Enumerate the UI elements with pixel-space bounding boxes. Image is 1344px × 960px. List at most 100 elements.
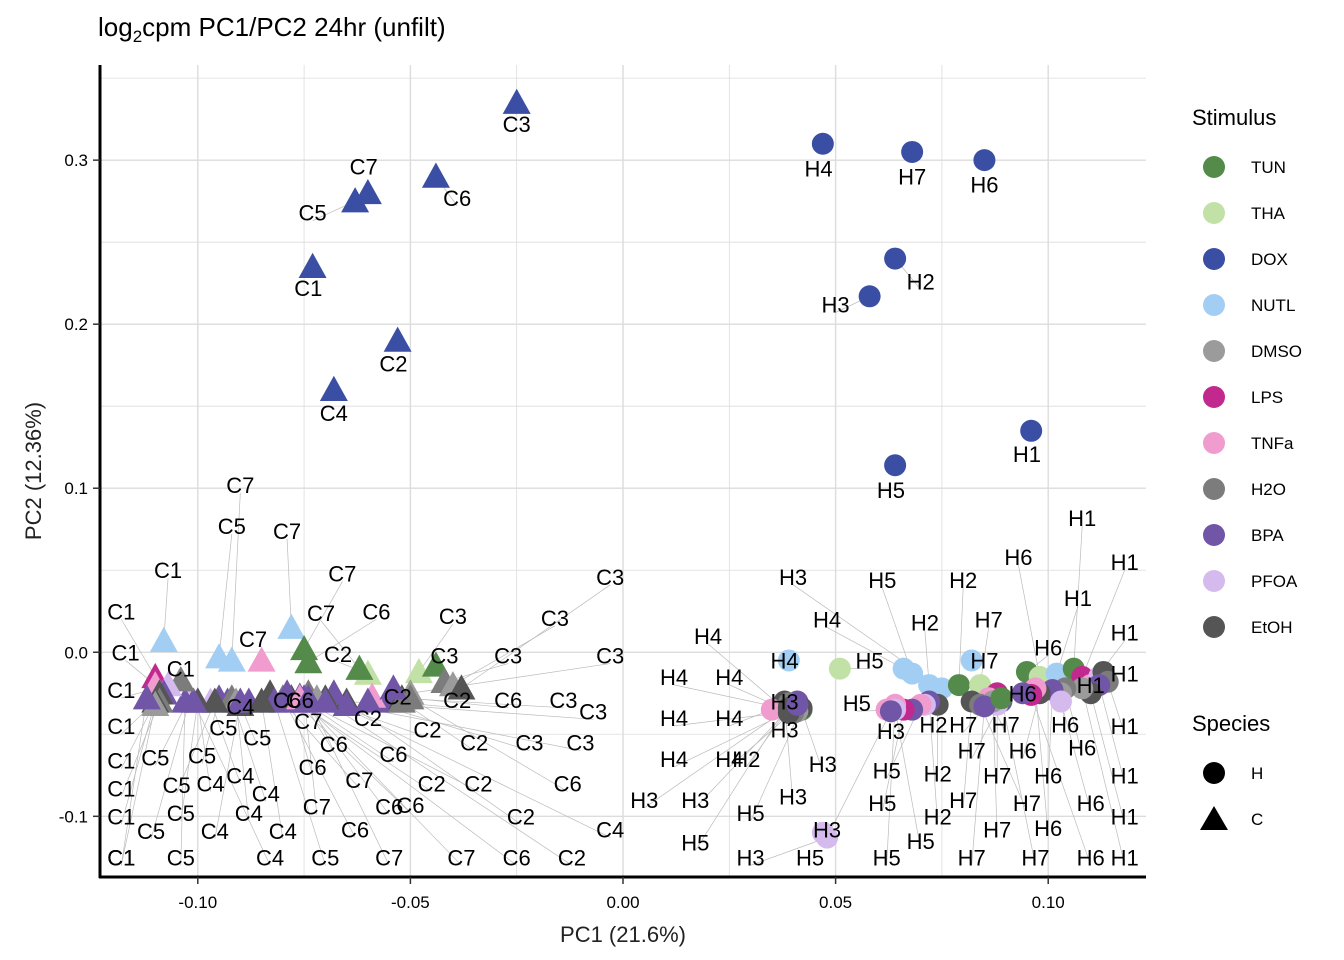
point-label: H7: [958, 739, 986, 764]
point-label: H1: [1068, 506, 1096, 531]
point-c1: [298, 252, 327, 278]
point-c3: [502, 88, 531, 114]
point-label: H1: [1064, 586, 1092, 611]
point-h3: [879, 700, 902, 723]
point-label: H5: [868, 568, 896, 593]
label-connector: [882, 709, 904, 812]
point-label: C1: [167, 657, 195, 682]
point-label: C1: [107, 599, 135, 624]
point-label: H1: [1077, 673, 1105, 698]
point-label: C4: [235, 801, 263, 826]
label-connector: [286, 538, 292, 628]
point-label: C1: [107, 678, 135, 703]
point-c3: [353, 687, 382, 713]
point-label: C4: [256, 845, 284, 870]
label-connector: [1098, 684, 1126, 784]
label-connector: [150, 701, 190, 840]
label-connector: [286, 692, 517, 866]
legend-key-lps: [1203, 386, 1225, 408]
point-label: C3: [541, 606, 569, 631]
point-h5: [811, 821, 834, 844]
axes: -0.10 -0.05 0.00 0.05 0.10 -0.1 0.0 0.1 0.2 0.3 PC…: [21, 65, 1146, 947]
label-connector: [120, 698, 148, 866]
point-label: H6: [1034, 763, 1062, 788]
point-label: C3: [515, 730, 543, 755]
point-label: C2: [464, 771, 492, 796]
point-label: C6: [443, 186, 471, 211]
point-label: C6: [286, 688, 314, 713]
point-label: H4: [813, 607, 841, 632]
point-c3: [421, 651, 450, 677]
point-h4: [760, 698, 783, 721]
point-label: C6: [362, 599, 390, 624]
point-label: H5: [681, 831, 709, 856]
label-connector: [826, 627, 904, 669]
point-label: C6: [273, 688, 301, 713]
point-label: H4: [715, 747, 743, 772]
point-label: C4: [201, 819, 229, 844]
label-connector: [1060, 701, 1092, 812]
label-connector: [282, 701, 360, 789]
point-label: C5: [311, 845, 339, 870]
legend-label-pfoa: PFOA: [1251, 572, 1298, 591]
label-connector: [928, 701, 938, 825]
point-label: H6: [1004, 545, 1032, 570]
point-label: C5: [243, 726, 271, 751]
point-h7: [960, 649, 983, 672]
label-connector: [979, 704, 1028, 812]
label-connector: [197, 701, 211, 792]
point-label: C7: [294, 709, 322, 734]
point-label: H7: [1013, 791, 1041, 816]
point-label: C7: [273, 519, 301, 544]
label-connector: [418, 623, 454, 673]
point-label: C3: [596, 565, 624, 590]
label-connector: [120, 701, 160, 797]
label-connector: [273, 701, 326, 866]
label-connector: [1001, 698, 1036, 866]
point-label: H1: [1111, 714, 1139, 739]
point-label: H2: [924, 762, 952, 787]
point-label: H1: [1111, 550, 1139, 575]
point-label: C7: [239, 627, 267, 652]
point-label: C3: [596, 644, 624, 669]
point-label: H6: [1034, 635, 1062, 660]
label-connector: [210, 701, 241, 784]
point-label: C2: [413, 717, 441, 742]
point-c4: [319, 375, 348, 401]
point-label: C4: [196, 771, 224, 796]
point-c3: [404, 657, 433, 684]
point-c7: [294, 684, 323, 710]
point-label: H1: [1013, 442, 1041, 467]
point-c2: [311, 687, 340, 713]
point-label: C3: [494, 644, 522, 669]
label-connector: [303, 698, 318, 815]
point-label: C5: [299, 201, 327, 226]
legend-label-h2o: H2O: [1251, 480, 1286, 499]
legend-label-species: C: [1251, 810, 1263, 829]
point-h4: [811, 132, 834, 155]
point-label: H1: [1111, 804, 1139, 829]
label-connector: [308, 618, 377, 663]
point-label: H7: [898, 165, 926, 190]
point-label: H6: [1068, 735, 1096, 760]
point-label: C2: [324, 642, 352, 667]
point-h4: [777, 649, 800, 672]
label-connector: [180, 701, 186, 866]
point-label: C5: [162, 773, 190, 798]
point-h5: [884, 454, 907, 477]
point-c4: [226, 687, 255, 713]
x-tick-label: 0.05: [819, 893, 852, 912]
point-label: C4: [320, 401, 348, 426]
label-connector: [1018, 565, 1041, 677]
label-connector: [303, 581, 343, 650]
point-label: C3: [439, 604, 467, 629]
x-tick-label: 0.10: [1032, 893, 1065, 912]
point-c7: [277, 613, 306, 639]
point-c4: [247, 687, 276, 713]
legend-label-lps: LPS: [1251, 388, 1283, 407]
point-label: C3: [579, 699, 607, 724]
point-label: H2: [919, 712, 947, 737]
point-label: C1: [107, 776, 135, 801]
point-label: C4: [252, 781, 280, 806]
